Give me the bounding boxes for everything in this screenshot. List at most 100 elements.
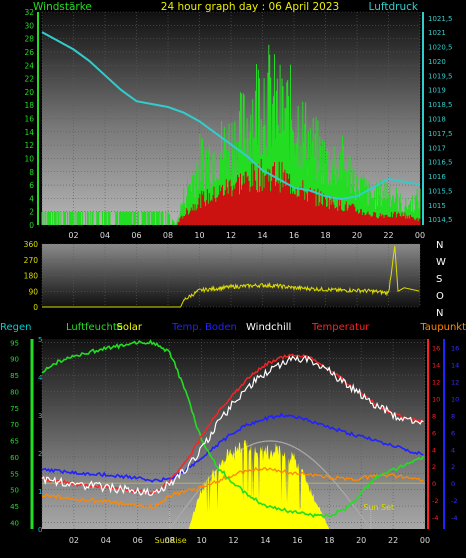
time-tick-label: 06 — [131, 231, 141, 240]
wind-tick-label: 6 — [29, 181, 34, 190]
dewpoint-series — [41, 466, 424, 510]
legend-soil: Temp. Boden — [171, 322, 237, 333]
humidity-tick-label: 80 — [10, 388, 19, 396]
compass-label: W — [436, 257, 446, 268]
temperature-tick-label: -4 — [432, 514, 438, 522]
wind-tick-label: 32 — [24, 8, 34, 17]
humidity-tick-label: 45 — [10, 503, 19, 511]
rain-tick-label: 2 — [38, 450, 42, 458]
soil-tick-label: -2 — [451, 497, 457, 505]
wind-direction-series — [42, 245, 420, 308]
humidity-tick-label: 75 — [10, 405, 19, 413]
pressure-tick-label: 1016,5 — [428, 159, 453, 167]
wind-tick-label: 26 — [24, 48, 34, 57]
temperature-tick-label: 12 — [432, 378, 440, 386]
direction-tick-label: 360 — [24, 240, 39, 249]
legend-rain: Regen — [0, 322, 32, 333]
wind-tick-label: 2 — [29, 208, 34, 217]
pressure-tick-label: 1015,5 — [428, 187, 453, 195]
wind-tick-label: 12 — [24, 141, 34, 150]
wind-tick-label: 10 — [24, 154, 34, 163]
wind-axis-title: Windstärke — [33, 1, 92, 13]
soil-tick-label: 2 — [451, 463, 455, 471]
wind-tick-label: 30 — [24, 21, 34, 30]
wind-pressure-series — [41, 31, 421, 225]
pressure-tick-label: 1020,5 — [428, 44, 453, 52]
wind-tick-label: 22 — [24, 75, 34, 84]
pressure-tick-label: 1016 — [428, 173, 446, 181]
compass-label: N — [436, 308, 443, 319]
direction-tick-label: 180 — [24, 272, 39, 281]
time-tick-label: 04 — [100, 231, 110, 240]
wind-direction-grid — [41, 243, 421, 308]
time-tick-label: 14 — [257, 231, 267, 240]
time-tick-label: 22 — [388, 536, 398, 545]
humidity-tick-label: 65 — [10, 438, 19, 446]
time-tick-label: 16 — [289, 231, 299, 240]
humidity-tick-label: 85 — [10, 372, 19, 380]
time-tick-label: 18 — [324, 536, 334, 545]
soil-tick-label: 0 — [451, 480, 455, 488]
wind-tick-label: 4 — [29, 194, 34, 203]
direction-tick-label: 0 — [33, 303, 38, 312]
time-tick-label: 04 — [101, 536, 111, 545]
temperature-tick-label: 14 — [432, 361, 440, 369]
time-tick-label: 18 — [320, 231, 330, 240]
humidity-tick-label: 50 — [10, 487, 19, 495]
compass-label: N — [436, 240, 443, 251]
time-tick-label: 02 — [69, 536, 79, 545]
pressure-tick-label: 1020 — [428, 58, 446, 66]
pressure-tick-label: 1019,5 — [428, 72, 453, 80]
wind-direction-series — [42, 245, 420, 308]
temperature-tick-label: 0 — [432, 480, 436, 488]
soil-tick-label: 16 — [451, 344, 459, 352]
pressure-tick-label: 1018,5 — [428, 101, 453, 109]
soil-tick-label: 10 — [451, 395, 459, 403]
humidity-tick-label: 55 — [10, 470, 19, 478]
pressure-tick-label: 1018 — [428, 116, 446, 124]
soil-series — [41, 412, 424, 483]
wind-tick-label: 18 — [24, 101, 34, 110]
wind-tick-label: 14 — [24, 128, 34, 137]
soil-tick-label: 12 — [451, 378, 459, 386]
wind-tick-label: 8 — [29, 168, 34, 177]
climate-grid — [41, 339, 426, 529]
rain-tick-label: 3 — [38, 412, 42, 420]
time-tick-label: 10 — [194, 231, 204, 240]
wind-tick-label: 20 — [24, 88, 34, 97]
time-tick-label: 12 — [226, 231, 236, 240]
humidity-tick-label: 95 — [10, 339, 19, 347]
direction-tick-label: 90 — [28, 287, 38, 296]
time-tick-label: 00 — [420, 536, 430, 545]
legend-windchill: Windchill — [246, 322, 291, 333]
pressure-axis-title: Luftdruck — [369, 1, 419, 13]
time-tick-label: 08 — [165, 536, 175, 545]
temperature-tick-label: -2 — [432, 497, 438, 505]
sun-arc — [169, 440, 372, 530]
legend-temperature: Temperatur — [311, 322, 370, 333]
legend-dewpoint: Taupunkt — [419, 322, 466, 333]
wind-tick-label: 16 — [24, 115, 34, 124]
sunrise-label: SunRise — [155, 536, 187, 545]
pressure-tick-label: 1017,5 — [428, 130, 453, 138]
rain-tick-label: 4 — [38, 374, 43, 382]
climate-series: SunRise Sun Set — [41, 339, 425, 545]
soil-tick-label: 4 — [451, 446, 455, 454]
wind-tick-label: 24 — [24, 61, 34, 70]
rain-tick-label: 1 — [38, 488, 42, 496]
time-tick-label: 22 — [383, 231, 393, 240]
time-tick-label: 00 — [415, 231, 425, 240]
sunset-label: Sun Set — [363, 503, 394, 512]
chart-title: 24 hour graph day : 06 April 2023 — [161, 1, 339, 13]
pressure-tick-label: 1021,5 — [428, 15, 453, 23]
wind-tick-label: 28 — [24, 35, 34, 44]
soil-tick-label: 8 — [451, 412, 455, 420]
pressure-tick-label: 1014,5 — [428, 216, 453, 224]
time-tick-label: 06 — [133, 536, 143, 545]
wind-tick-label: 0 — [29, 221, 34, 230]
time-tick-label: 14 — [260, 536, 270, 545]
